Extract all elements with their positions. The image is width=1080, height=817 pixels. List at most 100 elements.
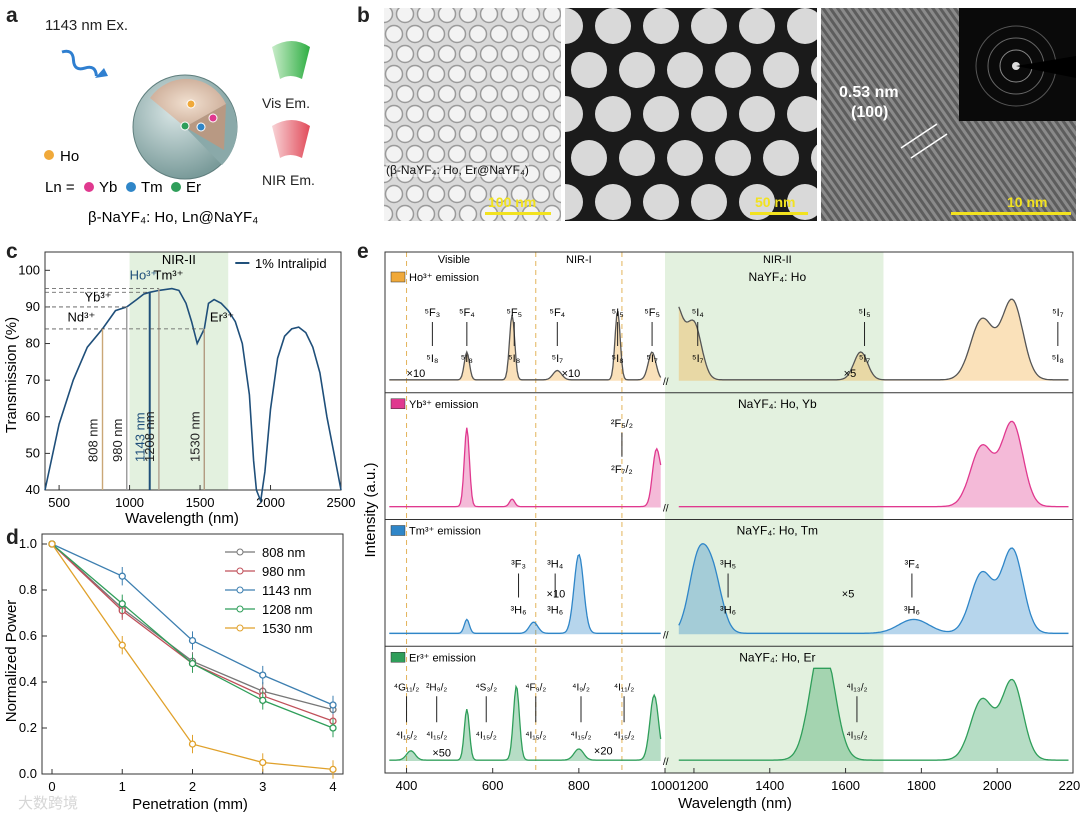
tem-particle — [489, 24, 509, 44]
e-spectrum-line — [678, 667, 1069, 761]
tem-particle — [787, 96, 817, 132]
e-legend-label: Ho³⁺ emission — [409, 272, 479, 284]
e-sample-label: NaYF₄: Ho, Tm — [737, 524, 818, 538]
e-spectrum-line — [678, 298, 1069, 381]
e-ylabel: Intensity (a.u.) — [362, 462, 379, 557]
formula-label: β-NaYF₄: Ho, Ln@NaYF₄ — [88, 209, 258, 226]
tem-particle — [510, 104, 530, 124]
penetration-chart: 0 1 2 3 4 0.0 0.2 0.4 0.6 0.8 1.0 808 nm 980 nm 1143 … — [3, 533, 344, 813]
tem-particle — [384, 24, 404, 44]
tem-particle — [811, 56, 817, 84]
tem-image-3: 0.53 nm (100) 10 nm — [821, 8, 1076, 221]
e-spectrum-fill — [678, 299, 1069, 381]
tem-particle — [384, 164, 394, 184]
tem-particle — [531, 144, 551, 164]
tem-particle — [510, 64, 530, 84]
tem-particle — [384, 144, 404, 164]
e-ho-upper: ⁵I₇ — [1052, 307, 1064, 319]
e-sample-label: NaYF₄: Ho, Er — [739, 650, 815, 664]
e-xtick-label: 600 — [482, 778, 504, 793]
scale-bar-1 — [485, 212, 551, 215]
tem-particle — [500, 164, 520, 184]
e-axis-break: // — [663, 504, 669, 515]
tem-particle — [447, 24, 467, 44]
tem-particle — [521, 84, 541, 104]
scale-label-1: 100 nm — [488, 194, 537, 210]
tem-particle — [384, 64, 404, 84]
d-legend-label: 1530 nm — [262, 621, 313, 636]
tem-particle — [500, 124, 520, 144]
tem-particle — [426, 144, 446, 164]
tem-particle — [542, 84, 561, 104]
yb-label: Yb — [99, 179, 117, 196]
e-ho-upper: ⁵I₅ — [858, 307, 870, 319]
tem-particle — [565, 8, 583, 44]
tem-particle — [552, 184, 561, 204]
tem-particle — [521, 44, 541, 64]
vis-emission-icon — [272, 41, 310, 79]
tem-particle — [552, 64, 561, 84]
c-xtick-label: 2500 — [327, 495, 355, 510]
d-point — [188, 659, 197, 668]
tem-particle — [447, 144, 467, 164]
e-xtick-label: 1200 — [679, 778, 708, 793]
e-spectrum-fill — [678, 668, 1069, 761]
e-er-lower: ⁴I₁₅/₂ — [846, 730, 867, 741]
c-ion-ho: Ho³⁺ — [130, 267, 158, 282]
e-spectrum-fill — [678, 421, 1069, 508]
tem-particle — [691, 8, 727, 44]
panel-label-d: d — [6, 526, 19, 549]
e-xtick-label: 1600 — [831, 778, 860, 793]
e-ho-upper: ⁵F₄ — [549, 307, 565, 319]
tem-particle — [426, 104, 446, 124]
tem-particle — [571, 140, 607, 176]
d-ytick-label: 0.8 — [19, 582, 37, 597]
tem-particle — [405, 144, 425, 164]
tem-particle — [542, 164, 561, 184]
d-point — [48, 540, 56, 548]
c-frame — [44, 251, 342, 491]
d-point — [118, 572, 126, 580]
tem-particle — [552, 24, 561, 44]
nir-emission-label: NIR Em. — [262, 172, 315, 188]
d-xtick-label: 2 — [189, 779, 196, 794]
transmission-chart: NIR-II 500 1000 1500 2000 2500 40 50 60 70 80 90 100… — [3, 251, 355, 527]
d-legend-marker — [236, 624, 244, 632]
tem-particle — [458, 124, 478, 144]
tem-particle — [384, 84, 394, 104]
e-xtick-label: 400 — [396, 778, 418, 793]
c-ytick-label: 40 — [26, 482, 40, 497]
tem-particle — [595, 184, 631, 220]
tem-particle — [395, 164, 415, 184]
lattice-plane: (100) — [851, 104, 889, 121]
e-ho-upper: ⁵F₅ — [644, 307, 660, 319]
tem-particle — [521, 164, 541, 184]
tem-particle — [479, 124, 499, 144]
tem-particle — [447, 64, 467, 84]
d-legend-label: 808 nm — [262, 545, 305, 560]
c-ytick-label: 70 — [26, 372, 40, 387]
tem-particle — [500, 84, 520, 104]
panel-label-b: b — [357, 4, 370, 27]
c-ylabel: Transmission (%) — [3, 317, 20, 433]
e-tm-upper: ³H₄ — [547, 559, 564, 571]
e-axis-break: // — [663, 757, 669, 768]
vis-emission-label: Vis Em. — [262, 95, 310, 111]
tem-particle — [468, 104, 488, 124]
tem-particle — [384, 204, 394, 221]
e-xtick-label: 1000 — [651, 778, 680, 793]
d-point — [329, 701, 337, 709]
e-ho-lower: ⁵I₇ — [552, 353, 564, 365]
tem-particle — [437, 204, 457, 221]
e-spectrum-line — [389, 684, 662, 761]
tem-particle — [739, 8, 775, 44]
e-sample-label: NaYF₄: Ho, Yb — [738, 397, 817, 411]
e-xtick-label: 1800 — [907, 778, 936, 793]
yb-dot-icon — [84, 182, 94, 192]
nir-emission-icon — [272, 120, 310, 158]
tem-particle — [521, 8, 541, 24]
e-region-nir2: NIR-II — [763, 254, 792, 266]
er-label: Er — [186, 179, 201, 196]
tem-particle — [458, 164, 478, 184]
tem-particle — [552, 144, 561, 164]
